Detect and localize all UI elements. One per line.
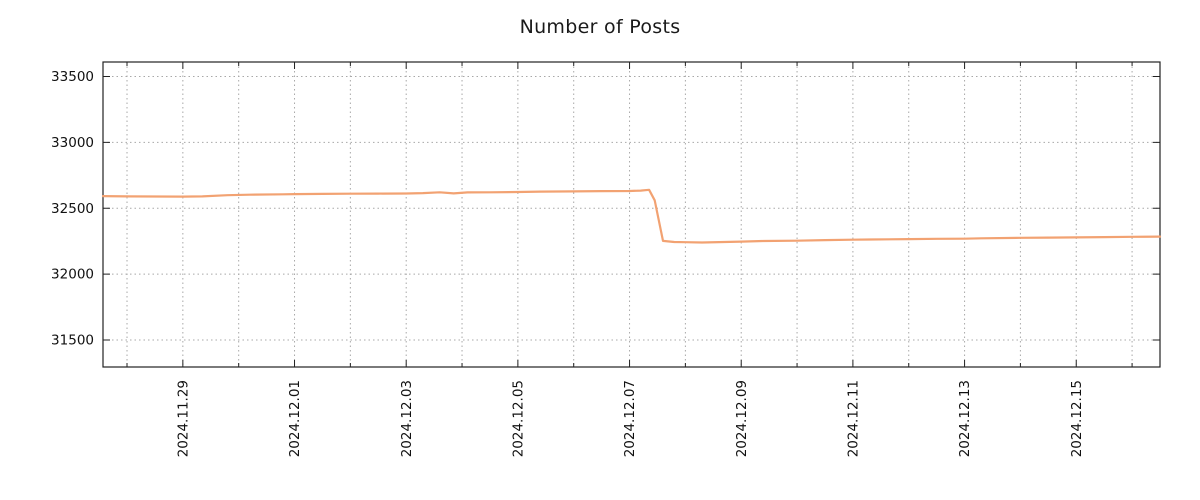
x-tick-label: 2024.11.29 [175, 380, 191, 457]
y-tick-label: 33500 [51, 69, 94, 85]
x-tick-label: 2024.12.11 [845, 380, 861, 457]
x-tick-label: 2024.12.01 [287, 380, 303, 457]
y-tick-label: 33000 [51, 135, 94, 151]
x-tick-label: 2024.12.03 [399, 380, 415, 457]
chart-title: Number of Posts [519, 16, 681, 38]
plot-border [102, 61, 1161, 368]
x-tick-label: 2024.12.07 [622, 380, 638, 457]
y-tick-label: 32500 [51, 201, 94, 217]
y-tick-label: 31500 [51, 333, 94, 349]
x-tick-label: 2024.12.15 [1069, 380, 1085, 457]
x-tick-label: 2024.12.13 [957, 380, 973, 457]
y-tick-label: 32000 [51, 267, 94, 283]
x-tick-label: 2024.12.09 [734, 380, 750, 457]
x-tick-label: 2024.12.05 [510, 380, 526, 457]
data-line [101, 188, 1162, 244]
